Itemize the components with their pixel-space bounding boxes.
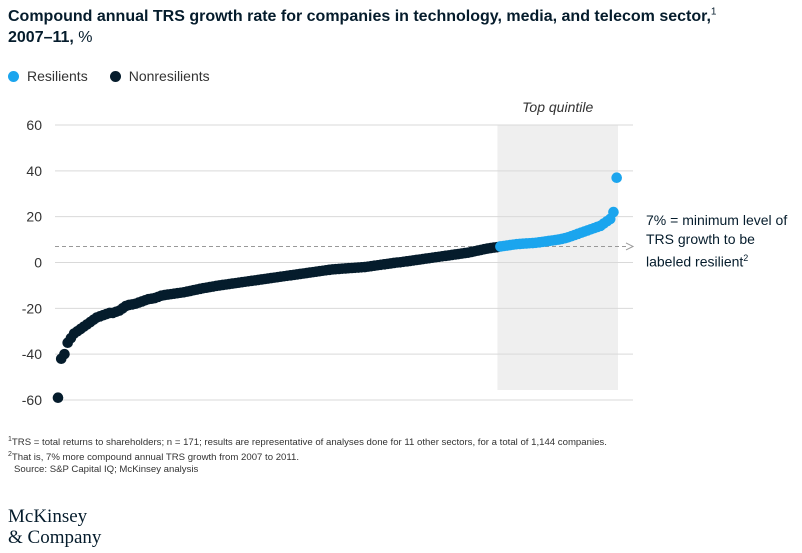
footnote-1-marker: 1 bbox=[8, 436, 12, 443]
y-tick-label: -40 bbox=[22, 346, 42, 362]
source-note: Source: S&P Capital IQ; McKinsey analysi… bbox=[14, 464, 199, 476]
legend-item-nonresilients: Nonresilients bbox=[109, 68, 210, 84]
y-tick-label: 60 bbox=[26, 117, 42, 133]
chart-grid-layer: 60 40 20 0 -20 -40 -60 bbox=[22, 117, 635, 408]
footnote-1-text: TRS = total returns to shareholders; n =… bbox=[11, 437, 607, 449]
annotation-footnote-ref: 2 bbox=[743, 253, 749, 263]
title-footnote-ref: 1 bbox=[710, 6, 717, 18]
y-tick-label: 40 bbox=[26, 163, 42, 179]
mckinsey-logo: McKinsey & Company bbox=[8, 506, 101, 548]
y-tick-label: -60 bbox=[22, 392, 42, 408]
top-quintile-region bbox=[497, 125, 618, 390]
nonresilient-point bbox=[59, 348, 70, 360]
chart-points-layer bbox=[52, 172, 622, 404]
annotation-line1: 7% = minimum level of bbox=[646, 212, 788, 228]
scatter-chart: Top quintile 60 40 20 0 -20 -40 -60 bbox=[22, 99, 635, 408]
legend-label-resilients: Resilients bbox=[27, 68, 88, 84]
footnote-2-marker: 2 bbox=[8, 451, 12, 459]
top-quintile-label: Top quintile bbox=[522, 99, 593, 115]
legend: Resilients Nonresilients bbox=[8, 68, 210, 84]
resilient-point bbox=[608, 206, 619, 218]
chart-background-layer: Top quintile bbox=[497, 99, 618, 390]
logo-line1: McKinsey bbox=[8, 506, 88, 527]
y-tick-label: 20 bbox=[26, 209, 42, 225]
legend-swatch-nonresilients bbox=[109, 70, 121, 82]
resilient-point bbox=[611, 172, 622, 184]
footnote-1: 1TRS = total returns to shareholders; n … bbox=[8, 434, 798, 449]
footnote-2-text: That is, 7% more compound annual TRS gro… bbox=[11, 452, 299, 464]
threshold-arrowhead bbox=[625, 242, 635, 251]
title-line2: 2007–11, bbox=[8, 29, 74, 46]
nonresilient-point bbox=[52, 392, 64, 404]
annotation-line2: TRS growth to be bbox=[646, 231, 755, 247]
y-tick-label: -20 bbox=[22, 300, 42, 316]
legend-swatch-resilients bbox=[8, 70, 19, 82]
chart-title: Compound annual TRS growth rate for comp… bbox=[8, 6, 788, 48]
legend-item-resilients: Resilients bbox=[8, 68, 88, 84]
title-unit: % bbox=[73, 29, 93, 46]
threshold-annotation: 7% = minimum level of TRS growth to be l… bbox=[646, 211, 802, 272]
footnote-2: 2That is, 7% more compound annual TRS gr… bbox=[8, 449, 798, 464]
y-tick-label: 0 bbox=[34, 255, 42, 271]
annotation-line3: labeled resilient bbox=[646, 253, 744, 270]
footnotes: 1TRS = total returns to shareholders; n … bbox=[8, 434, 798, 476]
logo-line2: & Company bbox=[8, 527, 102, 548]
title-line1: Compound annual TRS growth rate for comp… bbox=[8, 8, 711, 25]
legend-label-nonresilients: Nonresilients bbox=[128, 68, 210, 84]
